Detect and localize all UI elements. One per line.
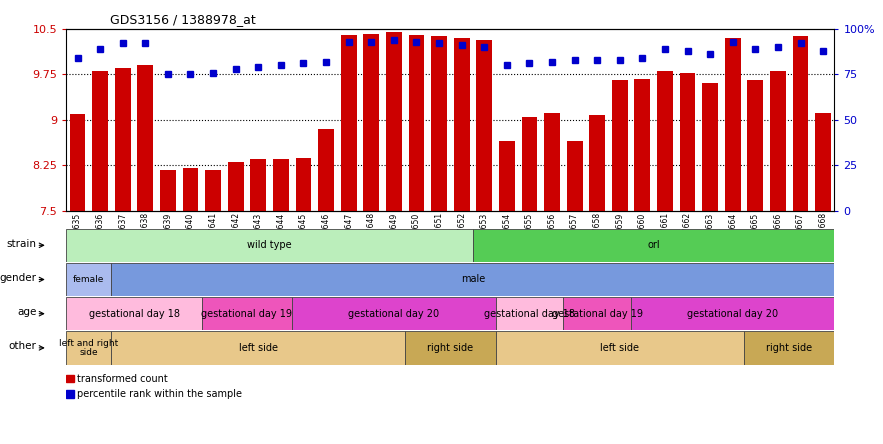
Bar [499, 141, 515, 211]
Bar [66, 263, 111, 296]
Bar [66, 390, 74, 398]
Text: orl: orl [647, 240, 660, 250]
Bar [589, 115, 605, 211]
Bar [292, 297, 495, 330]
Text: left and right
side: left and right side [59, 338, 118, 357]
Bar [495, 297, 563, 330]
Bar [702, 83, 718, 211]
Bar [183, 168, 199, 211]
Text: strain: strain [6, 238, 36, 249]
Bar [341, 35, 357, 211]
Text: left side: left side [600, 343, 639, 353]
Text: gestational day 19: gestational day 19 [552, 309, 643, 319]
Bar [631, 297, 834, 330]
Bar [318, 129, 334, 211]
Bar [92, 71, 108, 211]
Bar [612, 80, 628, 211]
Bar [111, 331, 405, 365]
Text: gestational day 18: gestational day 18 [88, 309, 179, 319]
Bar [747, 80, 763, 211]
Bar [202, 297, 292, 330]
Text: percentile rank within the sample: percentile rank within the sample [78, 389, 242, 399]
Bar [228, 163, 244, 211]
Bar [793, 36, 809, 211]
Bar [815, 113, 831, 211]
Bar [296, 158, 312, 211]
Bar [115, 68, 131, 211]
Bar [680, 72, 696, 211]
Text: male: male [461, 274, 485, 285]
Bar [635, 79, 650, 211]
Bar [205, 170, 221, 211]
Bar [544, 113, 560, 211]
Bar [725, 38, 741, 211]
Text: transformed count: transformed count [78, 373, 168, 384]
Bar [522, 117, 538, 211]
Bar [273, 159, 289, 211]
Bar [409, 35, 425, 211]
Bar [251, 159, 266, 211]
Bar [405, 331, 495, 365]
Text: gestational day 18: gestational day 18 [484, 309, 575, 319]
Bar [66, 331, 111, 365]
Bar [476, 40, 492, 211]
Bar [138, 65, 154, 211]
Text: gestational day 19: gestational day 19 [201, 309, 292, 319]
Text: other: other [9, 341, 36, 351]
Text: wild type: wild type [247, 240, 292, 250]
Bar [563, 297, 631, 330]
Text: age: age [17, 307, 36, 317]
Bar [744, 331, 834, 365]
Bar [386, 32, 402, 211]
Text: GDS3156 / 1388978_at: GDS3156 / 1388978_at [110, 13, 256, 26]
Bar [495, 331, 744, 365]
Bar [66, 297, 202, 330]
Text: female: female [73, 275, 104, 284]
Bar [567, 141, 583, 211]
Bar [66, 229, 473, 262]
Bar [66, 375, 74, 382]
Text: gestational day 20: gestational day 20 [687, 309, 778, 319]
Bar [770, 71, 786, 211]
Bar [473, 229, 834, 262]
Bar [70, 114, 86, 211]
Bar [160, 170, 176, 211]
Text: gestational day 20: gestational day 20 [348, 309, 440, 319]
Bar [454, 38, 470, 211]
Text: left side: left side [238, 343, 278, 353]
Bar [431, 36, 447, 211]
Text: right side: right side [766, 343, 812, 353]
Text: gender: gender [0, 273, 36, 283]
Text: right side: right side [427, 343, 473, 353]
Bar [657, 71, 673, 211]
Bar [363, 34, 379, 211]
